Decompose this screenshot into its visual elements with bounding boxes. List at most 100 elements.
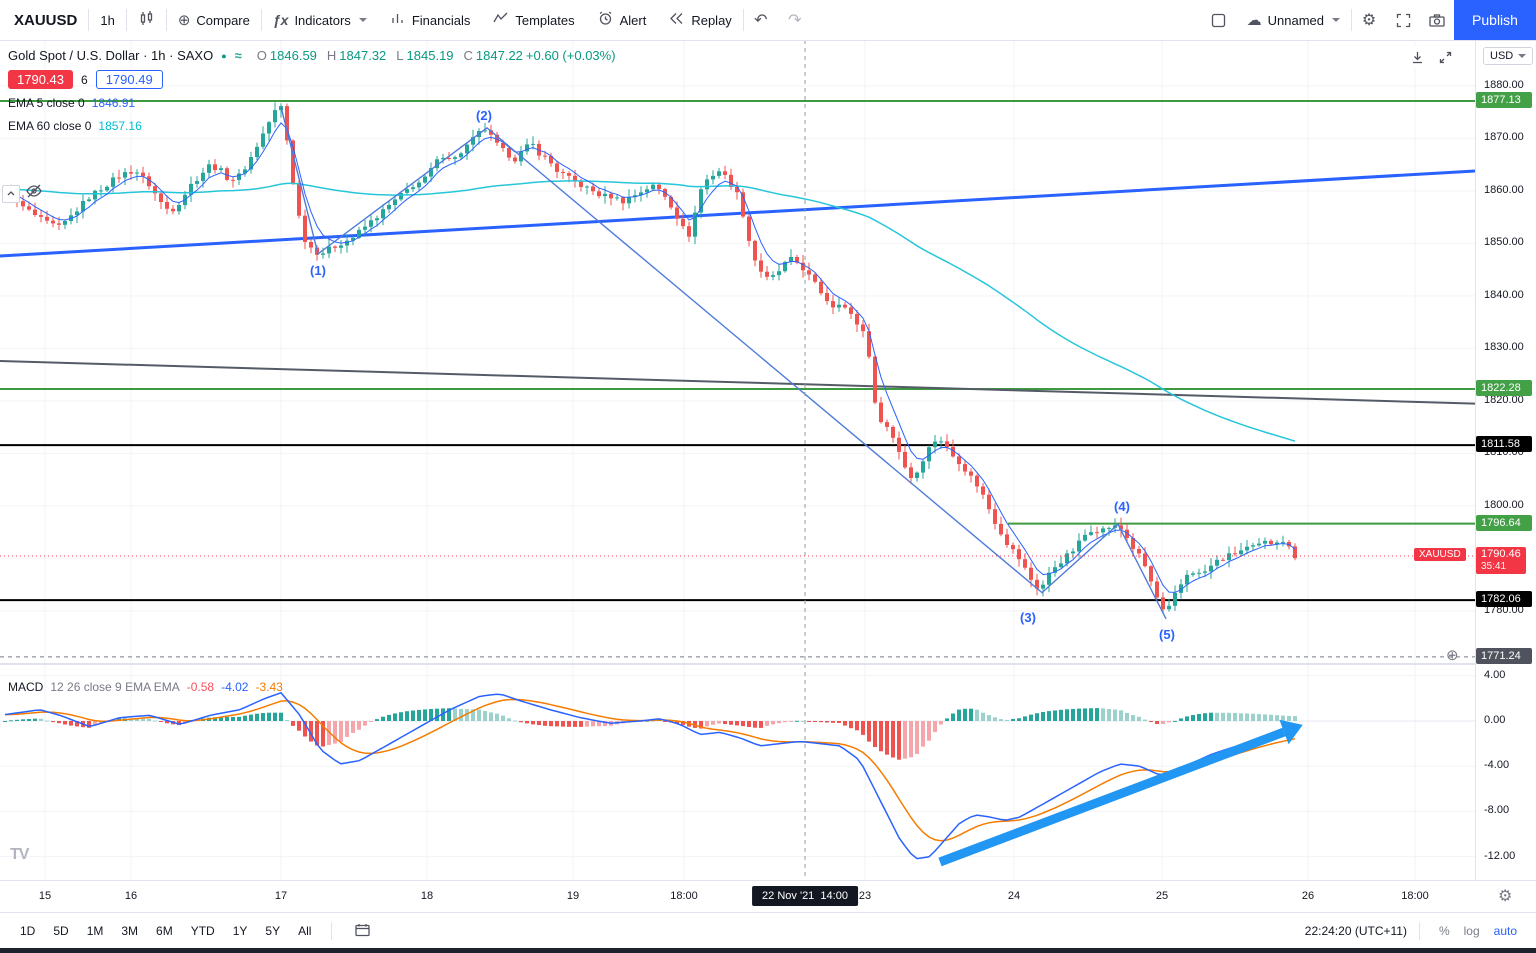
log-scale-button[interactable]: log — [1463, 923, 1480, 938]
macd-params: 12 26 close 9 EMA EMA — [50, 680, 180, 694]
delayed-data-icon[interactable]: ≈ — [234, 48, 242, 63]
financials-button[interactable]: Financials — [378, 1, 482, 39]
elliott-wave-label[interactable]: (4) — [1114, 499, 1130, 514]
price-axis[interactable]: USD 1880.00 1870.00 1860.00 1850.00 1840.00 1… — [1475, 40, 1536, 880]
ohlc-values: O 1846.59 H 1847.32 L 1845.19 C 1847.22 … — [250, 48, 616, 63]
cloud-layout-button[interactable]: ☁ Unnamed — [1236, 1, 1351, 39]
time-axis-label: 16 — [124, 890, 138, 902]
compare-button[interactable]: ⊕ Compare — [167, 1, 261, 39]
go-to-realtime-icon[interactable] — [1406, 46, 1428, 68]
window-bottom-strip — [0, 948, 1536, 953]
range-1m-button[interactable]: 1M — [86, 923, 104, 938]
chart-title[interactable]: Gold Spot / U.S. Dollar · 1h · SAXO — [8, 48, 214, 63]
pane-controls — [1406, 46, 1456, 68]
divider — [742, 9, 744, 31]
change-value: +0.60 (+0.03%) — [525, 48, 616, 63]
auto-scale-button[interactable]: auto — [1493, 923, 1517, 938]
divider — [165, 9, 167, 31]
price-and-macd-plot[interactable] — [0, 40, 1475, 880]
range-all-button[interactable]: All — [298, 923, 312, 938]
redo-icon: ↷ — [788, 12, 802, 29]
low-label: L — [396, 48, 404, 63]
crosshair-time-label: 22 Nov '21 14:00 — [752, 886, 858, 906]
interval-label: 1h — [100, 12, 115, 28]
chart-legend: Gold Spot / U.S. Dollar · 1h · SAXO ● ≈ … — [8, 48, 616, 142]
compare-label: Compare — [196, 12, 250, 28]
macd-line-value: -4.02 — [221, 680, 249, 694]
add-alert-plus-icon[interactable]: ⊕ — [1446, 647, 1459, 664]
spread-value: 6 — [81, 72, 88, 87]
time-axis-label: 26 — [1301, 890, 1315, 902]
open-value: 1846.59 — [269, 48, 317, 63]
price-level-label: 1811.58 — [1476, 436, 1532, 452]
chevron-down-icon — [1518, 54, 1527, 58]
ema60-value: 1857.16 — [98, 119, 142, 133]
snapshot-camera-button[interactable] — [1420, 1, 1454, 39]
gear-icon[interactable]: ⚙ — [1498, 888, 1513, 905]
ask-price-badge[interactable]: 1790.49 — [95, 70, 163, 89]
range-5y-button[interactable]: 5Y — [265, 923, 281, 938]
publish-button[interactable]: Publish — [1454, 0, 1536, 40]
symbol-button[interactable]: XAUUSD — [0, 1, 88, 39]
elliott-wave-label[interactable]: (1) — [310, 263, 326, 278]
range-5d-button[interactable]: 5D — [53, 923, 69, 938]
settings-button[interactable]: ⚙ — [1352, 1, 1386, 39]
price-tick-label: 1840.00 — [1484, 289, 1524, 301]
chart-style-button[interactable] — [127, 1, 166, 39]
elliott-wave-label[interactable]: (2) — [476, 108, 492, 123]
ema5-legend-label[interactable]: EMA 5 close 0 — [8, 96, 85, 110]
high-label: H — [326, 48, 337, 63]
price-tick-label: 1830.00 — [1484, 341, 1524, 353]
currency-button[interactable]: USD — [1483, 47, 1534, 65]
time-axis[interactable]: 22 Nov '21 14:00 ⚙ 15 16 17 18 19 18:00 23 24 25… — [0, 880, 1536, 913]
market-status-icon[interactable]: ● — [221, 50, 227, 61]
eye-hidden-icon[interactable] — [25, 182, 43, 205]
price-tick-label: 1800.00 — [1484, 499, 1524, 511]
divider — [1351, 9, 1352, 31]
current-price-label: 1790.46 35:41 — [1476, 547, 1526, 574]
percent-scale-button[interactable]: % — [1438, 923, 1450, 938]
templates-button[interactable]: Templates — [481, 1, 585, 39]
divider — [125, 9, 127, 31]
ema60-legend-label[interactable]: EMA 60 close 0 — [8, 119, 92, 133]
macd-tick-label: 0.00 — [1484, 714, 1506, 726]
alarm-clock-icon — [597, 10, 614, 30]
layout-button[interactable] — [1202, 1, 1236, 39]
fx-icon: ƒx — [272, 12, 289, 28]
fullscreen-button[interactable] — [1386, 1, 1420, 39]
cloud-icon: ☁ — [1246, 11, 1262, 29]
server-clock[interactable]: 22:24:20 (UTC+11) — [1304, 923, 1407, 938]
macd-signal-value: -3.43 — [255, 680, 283, 694]
elliott-wave-label[interactable]: (5) — [1159, 627, 1175, 642]
templates-icon — [492, 10, 509, 30]
macd-legend[interactable]: MACD 12 26 close 9 EMA EMA -0.58 -4.02 -… — [8, 680, 283, 694]
open-label: O — [256, 48, 267, 63]
macd-tick-label: -4.00 — [1484, 759, 1510, 771]
maximize-pane-icon[interactable] — [1434, 46, 1456, 68]
interval-button[interactable]: 1h — [89, 1, 125, 39]
collapse-legend-button[interactable] — [2, 184, 20, 203]
time-axis-label: 15 — [38, 890, 52, 902]
go-to-date-button[interactable] — [354, 922, 371, 939]
range-1y-button[interactable]: 1Y — [232, 923, 248, 938]
redo-button[interactable]: ↷ — [778, 1, 812, 39]
chart-canvas[interactable]: Gold Spot / U.S. Dollar · 1h · SAXO ● ≈ … — [0, 40, 1475, 880]
range-6m-button[interactable]: 6M — [156, 923, 173, 938]
alert-button[interactable]: Alert — [586, 1, 658, 39]
price-level-label: 1782.06 — [1476, 591, 1532, 607]
tradingview-logo[interactable]: TV — [10, 846, 29, 863]
range-3m-button[interactable]: 3M — [121, 923, 139, 938]
range-1d-button[interactable]: 1D — [20, 923, 36, 938]
replay-button[interactable]: Replay — [657, 1, 742, 39]
indicators-button[interactable]: ƒx Indicators — [262, 1, 378, 39]
macd-tick-label: -8.00 — [1484, 804, 1510, 816]
bid-price-badge[interactable]: 1790.43 — [8, 70, 73, 89]
price-level-label: 1796.64 — [1476, 515, 1532, 531]
range-ytd-button[interactable]: YTD — [190, 923, 215, 938]
undo-button[interactable]: ↶ — [744, 1, 778, 39]
indicators-label: Indicators — [294, 12, 351, 28]
elliott-wave-label[interactable]: (3) — [1020, 610, 1036, 625]
price-tick-label: 1780.00 — [1484, 604, 1524, 616]
publish-label: Publish — [1472, 12, 1518, 28]
